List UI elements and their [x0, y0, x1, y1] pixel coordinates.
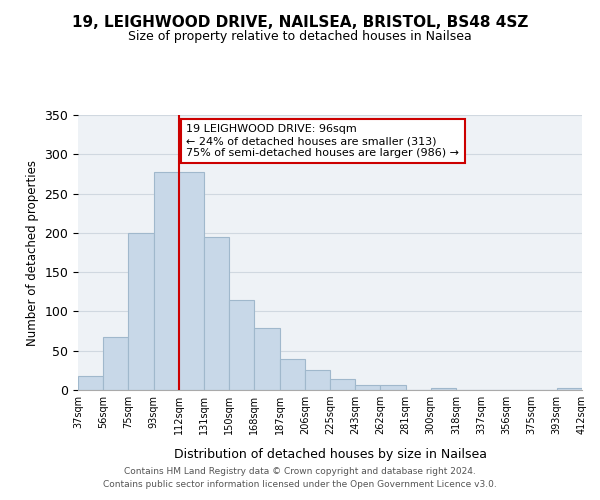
Bar [229, 300, 254, 390]
Text: Contains HM Land Registry data © Crown copyright and database right 2024.: Contains HM Land Registry data © Crown c… [124, 467, 476, 476]
Bar [103, 336, 128, 390]
Bar [557, 388, 582, 390]
Text: 19 LEIGHWOOD DRIVE: 96sqm
← 24% of detached houses are smaller (313)
75% of semi: 19 LEIGHWOOD DRIVE: 96sqm ← 24% of detac… [187, 124, 460, 158]
Bar [380, 384, 406, 390]
Text: 19, LEIGHWOOD DRIVE, NAILSEA, BRISTOL, BS48 4SZ: 19, LEIGHWOOD DRIVE, NAILSEA, BRISTOL, B… [72, 15, 528, 30]
Text: Size of property relative to detached houses in Nailsea: Size of property relative to detached ho… [128, 30, 472, 43]
Bar [355, 386, 380, 390]
Bar [280, 358, 305, 390]
X-axis label: Distribution of detached houses by size in Nailsea: Distribution of detached houses by size … [173, 448, 487, 461]
Bar [204, 237, 229, 390]
Bar [254, 328, 280, 390]
Bar [179, 172, 204, 390]
Bar [431, 388, 456, 390]
Bar [305, 370, 330, 390]
Bar [78, 376, 103, 390]
Text: Contains public sector information licensed under the Open Government Licence v3: Contains public sector information licen… [103, 480, 497, 489]
Bar [154, 172, 179, 390]
Bar [330, 379, 355, 390]
Bar [128, 233, 154, 390]
Y-axis label: Number of detached properties: Number of detached properties [26, 160, 39, 346]
